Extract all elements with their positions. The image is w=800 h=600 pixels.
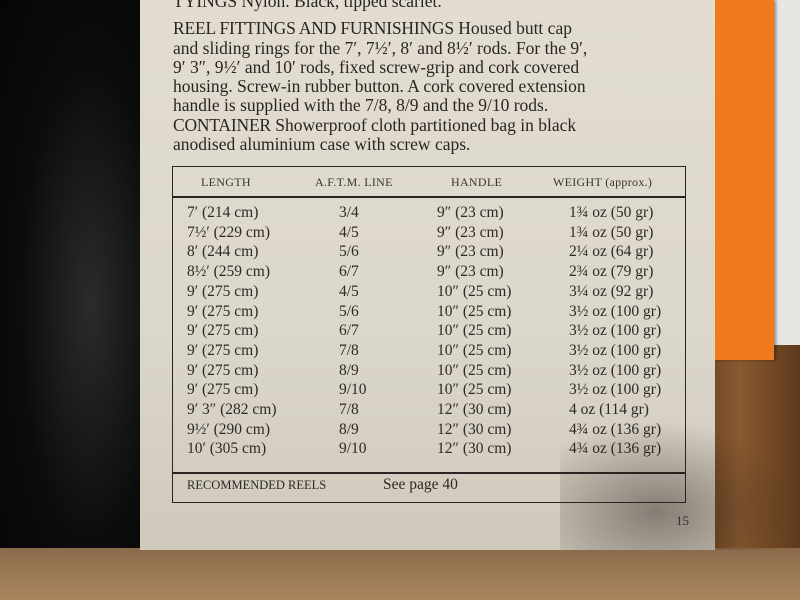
cell-weight: 2¼ oz (64 gr) [569,243,654,261]
table-row: 9′ (275 cm) 7/8 10″ (25 cm) 3½ oz (100 gr) [173,342,685,362]
cell-weight: 3½ oz (100 gr) [569,322,662,340]
reel-fittings-paragraph: REEL FITTINGS AND FURNISHINGS Housed but… [173,19,693,115]
cell-weight: 1¾ oz (50 gr) [569,204,654,221]
description-text: TYINGS Nylon. Black, tipped scarlet. REE… [173,0,693,154]
cell-weight: 4¾ oz (136 gr) [569,440,662,458]
cell-length: 9′ (275 cm) [187,302,259,320]
cell-aftm-line: 8/9 [339,361,359,379]
table-row: 8½′ (259 cm) 6/7 9″ (23 cm) 2¾ oz (79 gr) [173,263,685,283]
table-row: 9′ (275 cm) 5/6 10″ (25 cm) 3½ oz (100 gr) [173,303,685,323]
cell-aftm-line: 4/5 [339,223,359,241]
cell-handle: 10″ (25 cm) [437,302,512,320]
cell-handle: 9″ (23 cm) [437,263,504,281]
recommended-reels-value: See page 40 [383,476,458,493]
tyings-line: TYINGS Nylon. Black, tipped scarlet. [173,0,442,11]
cell-handle: 9″ (23 cm) [437,243,504,261]
header-handle: HANDLE [451,175,503,189]
cell-length: 9′ (275 cm) [187,282,259,300]
cell-aftm-line: 8/9 [339,420,359,438]
cell-handle: 10″ (25 cm) [437,381,512,399]
reel-fittings-text: 9′ 3″, 9½′ and 10′ rods, fixed screw-gri… [173,56,580,77]
reel-fittings-text: handle is supplied with the 7/8, 8/9 and… [173,95,549,116]
table-row: 9½′ (290 cm) 8/9 12″ (30 cm) 4¾ oz (136 gr) [173,421,685,441]
cell-aftm-line: 7/8 [339,401,359,418]
table-row: 9′ (275 cm) 9/10 10″ (25 cm) 3½ oz (100 gr) [173,381,685,401]
cell-length: 8′ (244 cm) [187,243,259,261]
cell-aftm-line: 9/10 [339,440,367,458]
cell-handle: 10″ (25 cm) [437,341,512,359]
reel-fittings-heading: REEL FITTINGS AND FURNISHINGS [173,18,454,39]
cell-length: 9′ 3″ (282 cm) [187,401,277,418]
cell-length: 7′ (214 cm) [187,204,259,221]
table-row: 9′ (275 cm) 4/5 10″ (25 cm) 3¼ oz (92 gr) [173,283,685,303]
cell-length: 7½′ (229 cm) [187,223,271,241]
header-length: LENGTH [201,175,251,189]
cell-length: 8½′ (259 cm) [187,263,271,281]
cell-weight: 3½ oz (100 gr) [569,341,662,359]
table-row: 9′ (275 cm) 6/7 10″ (25 cm) 3½ oz (100 gr) [173,322,685,342]
cell-handle: 9″ (23 cm) [437,223,504,241]
page-number: 15 [676,513,689,528]
cell-aftm-line: 6/7 [339,322,359,340]
cell-aftm-line: 3/4 [339,204,359,221]
reel-fittings-text: housing. Screw-in rubber button. A cork … [173,76,586,97]
catalog-page: TYINGS Nylon. Black, tipped scarlet. REE… [140,0,800,550]
table-row: 7′ (214 cm) 3/4 9″ (23 cm) 1¾ oz (50 gr) [173,204,685,224]
table-row: 7½′ (229 cm) 4/5 9″ (23 cm) 1¾ oz (50 gr) [173,224,685,244]
container-text: anodised aluminium case with screw caps. [173,134,471,155]
footer-divider [173,472,685,474]
cell-weight: 1¾ oz (50 gr) [569,223,654,241]
header-divider [173,196,685,198]
cell-aftm-line: 4/5 [339,282,359,300]
container-heading: CONTAINER [173,114,271,135]
reel-fittings-text: and sliding rings for the 7′, 7½′, 8′ an… [173,37,588,58]
cell-aftm-line: 5/6 [339,302,359,320]
cell-length: 9′ (275 cm) [187,322,259,340]
cell-aftm-line: 5/6 [339,243,359,261]
container-paragraph: CONTAINER Showerproof cloth partitioned … [173,114,693,155]
orange-paper-sheet [714,0,774,360]
cell-weight: 2¾ oz (79 gr) [569,263,654,281]
dark-background-left [0,0,150,555]
table-row: 9′ 3″ (282 cm) 7/8 12″ (30 cm) 4 oz (114 gr… [173,401,685,421]
container-text: Showerproof cloth partitioned bag in bla… [270,114,577,135]
cell-aftm-line: 7/8 [339,341,359,359]
cell-length: 9½′ (290 cm) [187,420,271,438]
cell-handle: 10″ (25 cm) [437,361,512,379]
header-weight: WEIGHT (approx.) [553,175,653,189]
cell-weight: 3½ oz (100 gr) [569,361,662,379]
cell-weight: 3½ oz (100 gr) [569,302,662,320]
cell-length: 10′ (305 cm) [187,440,267,458]
cell-weight: 4¾ oz (136 gr) [569,420,662,438]
cell-aftm-line: 9/10 [339,381,367,399]
cell-weight: 4 oz (114 gr) [569,401,649,418]
header-aftm-line: A.F.T.M. LINE [315,175,393,189]
cell-length: 9′ (275 cm) [187,341,259,359]
cell-handle: 12″ (30 cm) [437,401,512,418]
cell-aftm-line: 6/7 [339,263,359,281]
cell-weight: 3¼ oz (92 gr) [569,282,654,300]
wooden-table-bottom [0,548,800,600]
reel-fittings-text: Housed butt cap [453,18,572,39]
cell-handle: 9″ (23 cm) [437,204,504,221]
cell-handle: 10″ (25 cm) [437,322,512,340]
cell-weight: 3½ oz (100 gr) [569,381,662,399]
specification-table: LENGTH A.F.T.M. LINE HANDLE WEIGHT (appr… [172,166,686,503]
recommended-reels-label: RECOMMENDED REELS [187,478,327,492]
cell-length: 9′ (275 cm) [187,381,259,399]
table-row: 8′ (244 cm) 5/6 9″ (23 cm) 2¼ oz (64 gr) [173,243,685,263]
cell-handle: 10″ (25 cm) [437,282,512,300]
table-row: 10′ (305 cm) 9/10 12″ (30 cm) 4¾ oz (136 gr… [173,440,685,460]
cell-handle: 12″ (30 cm) [437,440,512,458]
table-row: 9′ (275 cm) 8/9 10″ (25 cm) 3½ oz (100 gr) [173,362,685,382]
cell-handle: 12″ (30 cm) [437,420,512,438]
cell-length: 9′ (275 cm) [187,361,259,379]
